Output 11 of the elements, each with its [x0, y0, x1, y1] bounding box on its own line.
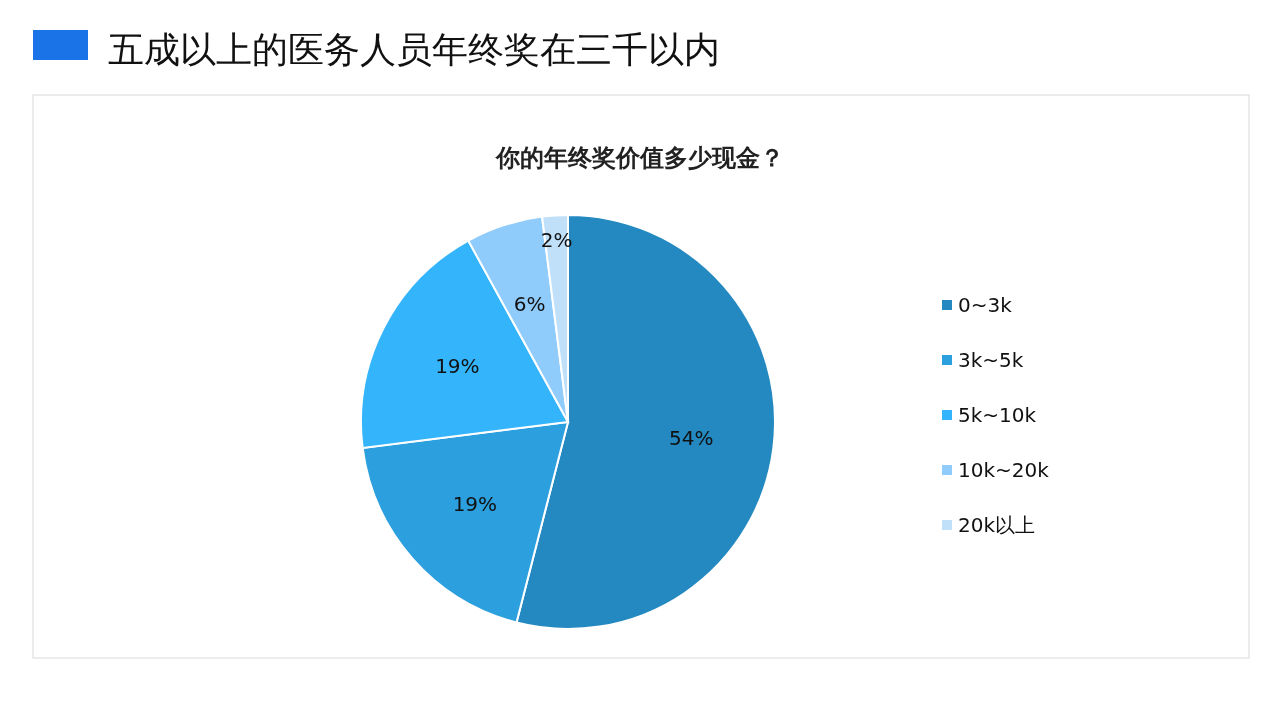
legend-label: 5k~10k — [958, 403, 1037, 427]
legend-label: 3k~5k — [958, 348, 1024, 372]
data-label: 19% — [452, 492, 498, 517]
data-label: 6% — [513, 291, 546, 316]
legend-label: 0~3k — [958, 293, 1013, 317]
legend-label: 10k~20k — [958, 458, 1050, 482]
chart-subtitle: 你的年终奖价值多少现金？ — [495, 144, 784, 172]
data-label: 19% — [435, 353, 480, 378]
chart-title: 五成以上的医务人员年终奖在三千以内 — [108, 29, 720, 70]
legend-label: 20k以上 — [958, 513, 1036, 537]
data-label: 54% — [668, 425, 714, 450]
